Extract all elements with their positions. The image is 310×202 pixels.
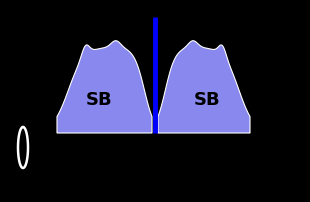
Text: SB: SB (86, 91, 113, 109)
Polygon shape (57, 41, 152, 133)
Polygon shape (158, 41, 250, 133)
Text: SB: SB (194, 91, 220, 109)
